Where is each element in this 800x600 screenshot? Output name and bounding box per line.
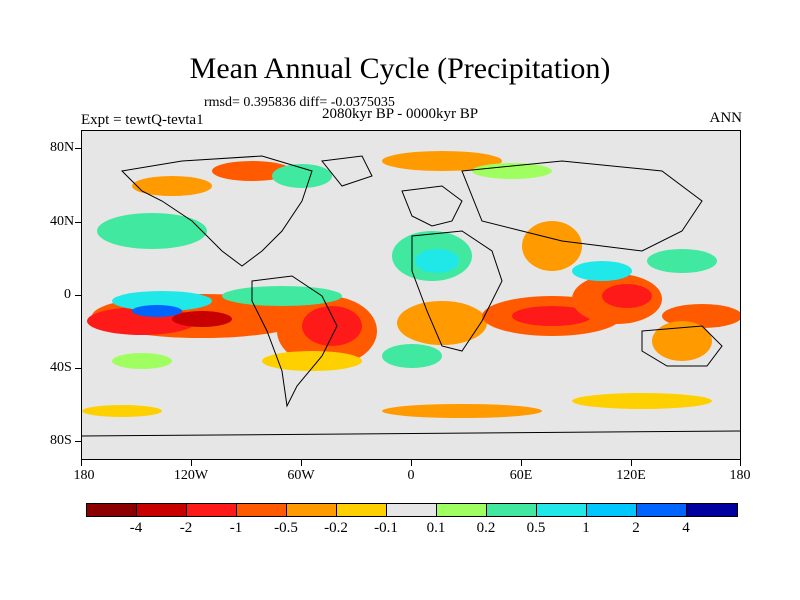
- lon-tick: [521, 460, 522, 466]
- colorbar-segment: [237, 504, 287, 516]
- colorbar-label: 0.1: [426, 520, 446, 536]
- colorbar-segment: [87, 504, 137, 516]
- lon-tick: [81, 460, 82, 466]
- colorbar-segment: [187, 504, 237, 516]
- coastlines: [82, 155, 740, 437]
- lat-label: 40S: [50, 360, 72, 375]
- negative-anomaly-patches: [82, 151, 740, 418]
- colorbar-label: 0.2: [476, 520, 496, 536]
- lon-label: 180: [729, 468, 751, 483]
- lon-label: 180: [73, 468, 95, 483]
- colorbar-label: 2: [632, 520, 640, 536]
- lon-label: 120W: [173, 468, 209, 483]
- lon-tick: [191, 460, 192, 466]
- colorbar-label: 0.5: [526, 520, 546, 536]
- lon-label: 60W: [287, 468, 315, 483]
- colorbar-label: -1: [229, 520, 243, 536]
- lon-label: 60E: [509, 468, 533, 483]
- colorbar-segment: [687, 504, 737, 516]
- lat-label: 40N: [50, 214, 75, 229]
- lon-tick: [301, 460, 302, 466]
- colorbar-label: 4: [682, 520, 690, 536]
- colorbar-segment: [137, 504, 187, 516]
- lon-label: 120E: [616, 468, 646, 483]
- lat-label: 80N: [50, 140, 75, 155]
- colorbar-label: -0.1: [374, 520, 398, 536]
- lat-tick: [75, 368, 81, 369]
- colorbar-segment: [287, 504, 337, 516]
- colorbar: [86, 503, 738, 517]
- experiment-label: Expt = tewtQ-tevta1: [81, 112, 204, 128]
- lat-tick: [75, 148, 81, 149]
- lon-tick: [411, 460, 412, 466]
- season-label: ANN: [709, 110, 743, 126]
- lat-tick: [75, 222, 81, 223]
- colorbar-label: -2: [179, 520, 193, 536]
- plot-title: Mean Annual Cycle (Precipitation): [189, 52, 611, 85]
- colorbar-segment: [537, 504, 587, 516]
- colorbar-label: -0.2: [324, 520, 348, 536]
- lon-tick: [631, 460, 632, 466]
- colorbar-segment: [487, 504, 537, 516]
- lat-tick: [75, 295, 81, 296]
- lat-tick: [75, 441, 81, 442]
- colorbar-segment: [437, 504, 487, 516]
- lat-label: 80S: [50, 433, 72, 448]
- lon-label: 0: [407, 468, 415, 483]
- lon-tick: [740, 460, 741, 466]
- colorbar-label: -4: [129, 520, 143, 536]
- colorbar-segment: [587, 504, 637, 516]
- precipitation-map: [81, 130, 741, 460]
- lat-label: 0: [64, 287, 71, 302]
- period-subtitle: 2080kyr BP - 0000kyr BP: [322, 106, 479, 122]
- colorbar-label: -0.5: [274, 520, 298, 536]
- colorbar-segment: [387, 504, 437, 516]
- colorbar-label: 1: [582, 520, 590, 536]
- colorbar-segment: [337, 504, 387, 516]
- colorbar-segment: [637, 504, 687, 516]
- map-canvas: [82, 151, 740, 437]
- rmsd-diff-stats: rmsd= 0.395836 diff= -0.0375035: [204, 95, 395, 110]
